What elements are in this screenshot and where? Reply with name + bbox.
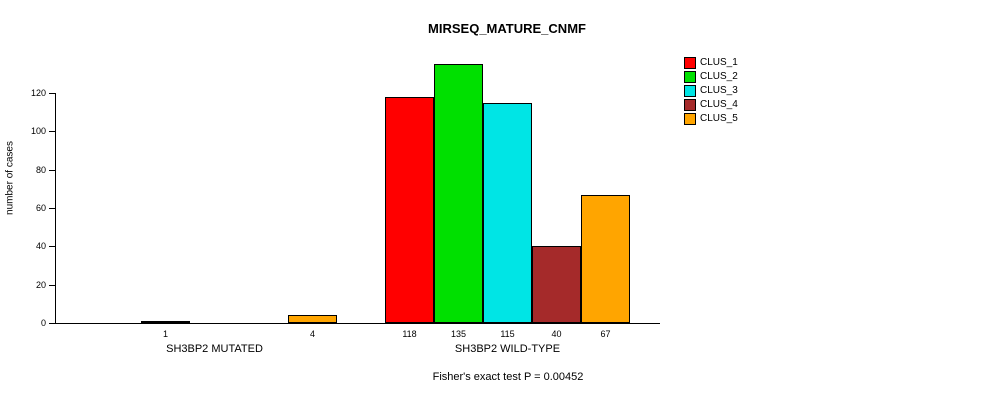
y-axis-tick (49, 93, 55, 94)
bar-clus_5 (288, 315, 337, 323)
legend: CLUS_1 CLUS_2 CLUS_3 CLUS_4 CLUS_5 (684, 56, 738, 125)
legend-swatch (684, 84, 696, 97)
legend-item: CLUS_4 (684, 98, 738, 111)
legend-label: CLUS_3 (700, 85, 738, 96)
bar-clus_3 (483, 103, 532, 323)
y-axis-tick (49, 131, 55, 133)
legend-label: CLUS_2 (700, 71, 738, 82)
y-axis-tick-label: 60 (35, 203, 46, 213)
legend-item: CLUS_1 (684, 56, 738, 69)
chart-title: MIRSEQ_MATURE_CNMF (428, 21, 586, 36)
bar-clus_2 (141, 321, 190, 323)
bar-value-label: 4 (309, 329, 315, 339)
legend-item: CLUS_5 (684, 112, 738, 125)
fisher-test-annotation: Fisher's exact test P = 0.00452 (432, 371, 584, 383)
y-axis-tick-label: 120 (30, 88, 46, 98)
y-axis-tick-label: 0 (40, 318, 46, 328)
bar-clus_4 (532, 246, 581, 323)
bar-clus_2 (434, 64, 483, 323)
bar-clus_1 (385, 97, 434, 323)
bar-value-label: 40 (551, 329, 562, 339)
legend-label: CLUS_1 (700, 57, 738, 68)
bar-value-label: 118 (402, 329, 417, 339)
legend-swatch (684, 56, 696, 69)
legend-swatch (684, 98, 696, 111)
y-axis-label: number of cases (4, 141, 16, 215)
x-axis-line (55, 323, 660, 324)
y-axis-tick-label: 20 (35, 279, 46, 290)
bar-value-label: 1 (162, 329, 168, 339)
y-axis-line (55, 93, 56, 324)
y-axis-tick (49, 169, 55, 171)
y-axis-tick (49, 246, 55, 248)
bar-value-label: 135 (450, 329, 467, 339)
legend-label: CLUS_4 (700, 99, 738, 110)
bar-clus_5 (581, 195, 630, 323)
y-axis-tick (49, 208, 55, 209)
y-axis-tick-label: 100 (30, 126, 46, 137)
legend-label: CLUS_5 (700, 113, 738, 124)
legend-swatch (684, 70, 696, 83)
y-axis-tick-label: 40 (35, 241, 46, 252)
group-label: SH3BP2 WILD-TYPE (454, 343, 561, 355)
legend-item: CLUS_3 (684, 84, 738, 97)
y-axis-tick-label: 80 (35, 164, 46, 175)
legend-swatch (684, 112, 696, 125)
y-axis-tick (49, 284, 55, 286)
legend-item: CLUS_2 (684, 70, 738, 83)
y-axis-tick (49, 323, 55, 324)
bar-value-label: 115 (500, 329, 515, 339)
bar-value-label: 67 (600, 329, 611, 339)
group-label: SH3BP2 MUTATED (166, 343, 263, 355)
